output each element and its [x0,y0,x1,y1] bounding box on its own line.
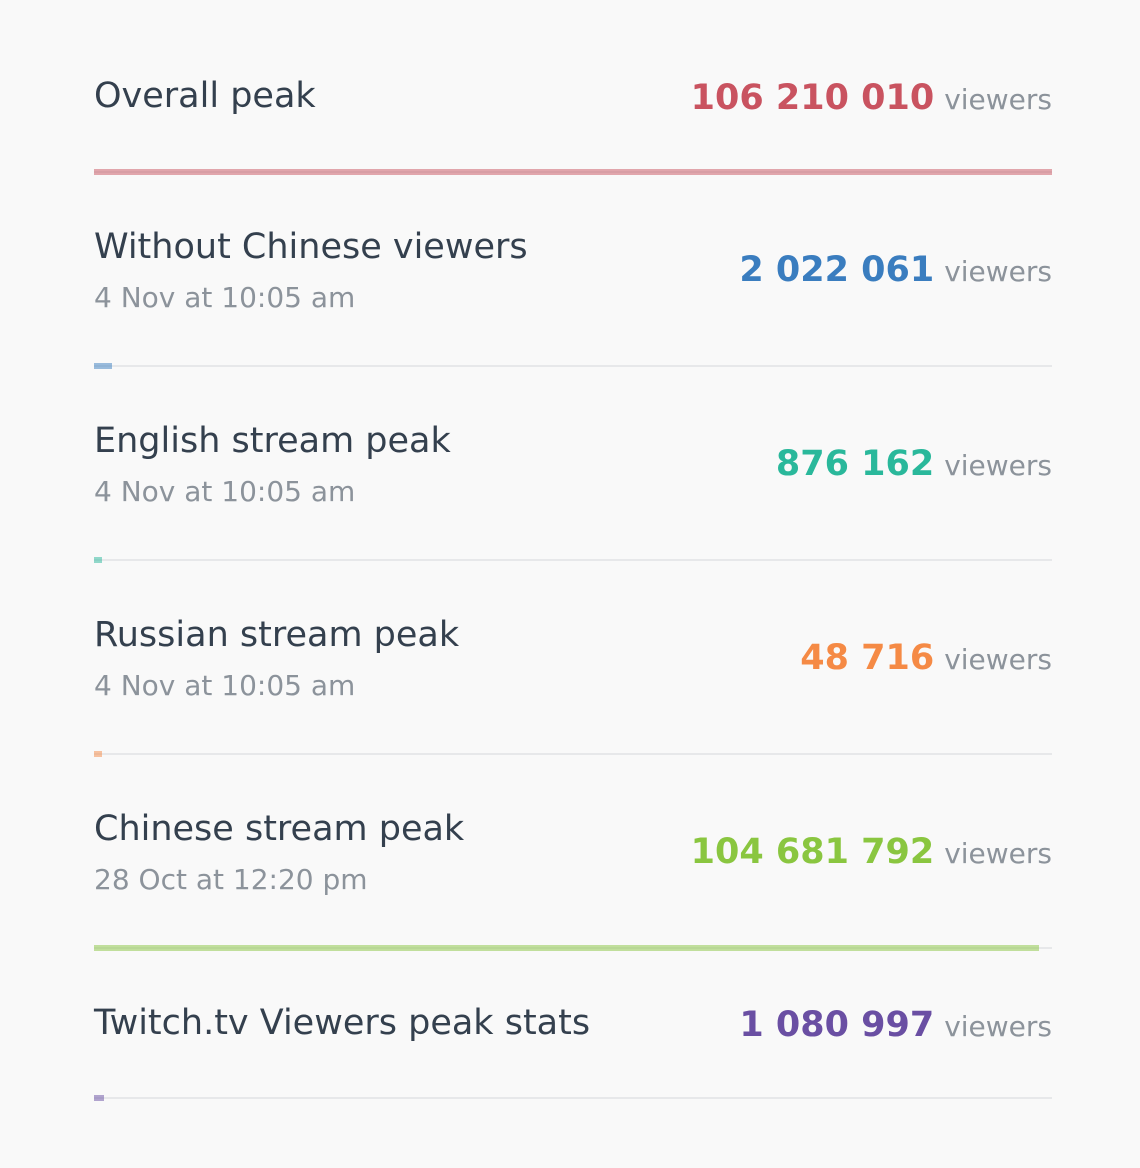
row-value-group: 2 022 061 viewers [739,248,1052,298]
row-value-group: 106 210 010 viewers [691,76,1052,126]
row-value-group: 1 080 997 viewers [739,1003,1052,1053]
row-value: 1 080 997 [739,1005,935,1045]
row-track [94,559,1052,561]
row-title: Russian stream peak [94,615,460,655]
row-unit: viewers [944,837,1052,870]
row-title: Overall peak [94,76,316,116]
row-progress-bar [94,1095,104,1101]
row-value: 876 162 [775,444,935,484]
row-value: 2 022 061 [739,250,935,290]
row-unit: viewers [944,255,1052,288]
row-date: 4 Nov at 10:05 am [94,475,356,508]
row-date: 4 Nov at 10:05 am [94,669,356,702]
row-title: Chinese stream peak [94,809,465,849]
row-title: Without Chinese viewers [94,227,528,267]
row-value: 106 210 010 [690,78,935,118]
row-progress-bar [94,557,102,563]
row-track [94,753,1052,755]
row-unit: viewers [944,449,1052,482]
row-progress-bar [94,945,1039,951]
row-date: 4 Nov at 10:05 am [94,281,356,314]
row-value-group: 876 162 viewers [776,442,1052,492]
row-track [94,1097,1052,1099]
row-unit: viewers [944,643,1052,676]
row-title: English stream peak [94,421,451,461]
row-progress-bar [94,169,1052,175]
row-unit: viewers [944,83,1052,116]
row-value: 104 681 792 [690,832,935,872]
row-unit: viewers [944,1010,1052,1043]
row-track [94,365,1052,367]
row-progress-bar [94,751,102,757]
row-progress-bar [94,363,112,369]
row-value-group: 104 681 792 viewers [691,830,1052,880]
row-title: Twitch.tv Viewers peak stats [94,1003,591,1043]
row-value-group: 48 716 viewers [800,636,1052,686]
row-value: 48 716 [800,638,935,678]
row-date: 28 Oct at 12:20 pm [94,863,368,896]
